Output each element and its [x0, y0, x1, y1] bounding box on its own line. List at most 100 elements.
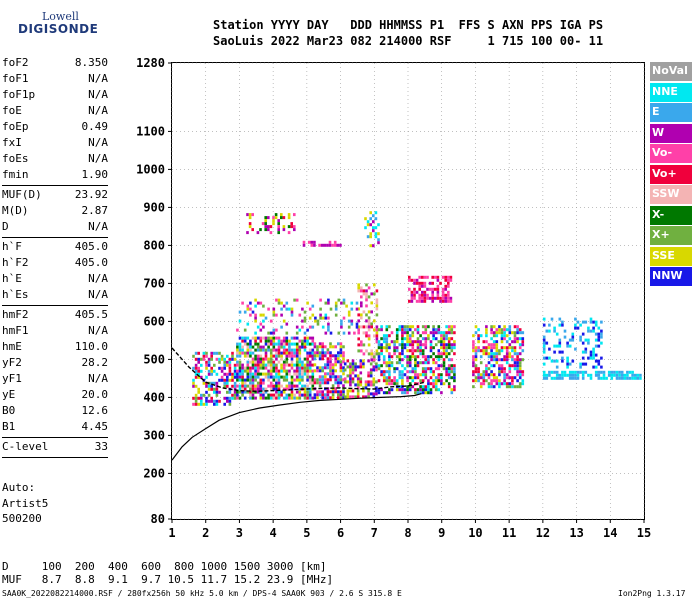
param-value: N/A	[88, 288, 108, 301]
echo-point	[262, 387, 265, 391]
echo-point	[346, 395, 350, 399]
echo-point	[233, 384, 237, 388]
echo-point	[343, 368, 347, 372]
param-name: foEp	[2, 120, 29, 133]
echo-point	[555, 376, 559, 380]
echo-point	[197, 372, 200, 376]
echo-point	[339, 363, 343, 367]
y-tick-label: 80	[151, 512, 165, 526]
echo-point	[246, 351, 250, 355]
echo-point	[282, 360, 286, 364]
echo-point	[419, 343, 422, 347]
echo-point	[256, 387, 260, 391]
echo-point	[442, 331, 446, 335]
echo-point	[280, 363, 283, 367]
echo-point	[194, 402, 198, 406]
echo-point	[259, 313, 263, 317]
echo-point	[432, 328, 435, 332]
echo-point	[295, 331, 299, 335]
echo-point	[269, 342, 273, 346]
echo-point	[403, 325, 407, 329]
echo-point	[254, 331, 257, 335]
echo-point	[479, 334, 483, 338]
echo-point	[505, 382, 509, 386]
echo-point	[339, 390, 343, 394]
true-height-profile	[171, 393, 422, 461]
echo-point	[313, 351, 317, 355]
echo-point	[418, 296, 421, 300]
echo-point	[403, 388, 407, 392]
echo-point	[337, 375, 340, 379]
echo-point	[581, 320, 585, 324]
echo-point	[492, 364, 496, 368]
echo-point	[369, 362, 373, 366]
echo-point	[453, 325, 456, 329]
echo-point	[308, 375, 312, 379]
echo-point	[272, 328, 276, 332]
echo-point	[441, 287, 445, 291]
echo-point	[251, 360, 255, 364]
echo-point	[492, 331, 496, 335]
echo-point	[215, 402, 219, 406]
echo-point	[416, 340, 420, 344]
echo-point	[408, 299, 411, 303]
echo-point	[375, 328, 379, 332]
echo-point	[553, 350, 556, 354]
echo-point	[367, 374, 370, 378]
echo-point	[342, 357, 345, 361]
echo-point	[249, 360, 252, 364]
echo-point	[280, 213, 283, 217]
echo-point	[600, 365, 603, 369]
echo-point	[424, 361, 428, 365]
echo-point	[377, 346, 381, 350]
echo-point	[373, 283, 376, 287]
echo-point	[311, 381, 315, 385]
echo-point	[275, 393, 278, 397]
y-tick-label: 500	[143, 352, 165, 366]
echo-point	[429, 370, 433, 374]
echo-point	[418, 275, 421, 279]
echo-point	[474, 331, 478, 335]
echo-point	[548, 373, 551, 377]
echo-point	[421, 388, 425, 392]
echo-point	[411, 325, 415, 329]
echo-point	[362, 310, 366, 314]
x-tick-label: 8	[404, 526, 411, 540]
echo-point	[313, 369, 317, 373]
echo-point	[508, 325, 512, 329]
echo-point	[415, 278, 419, 282]
param-value: 28.2	[81, 356, 109, 369]
echo-point	[365, 304, 368, 308]
echo-point	[301, 393, 304, 397]
echo-point	[377, 223, 380, 227]
echo-point	[306, 339, 309, 343]
echo-point	[424, 328, 428, 332]
echo-point	[406, 370, 409, 374]
echo-point	[385, 382, 389, 386]
echo-point	[367, 310, 371, 314]
echo-point	[207, 384, 211, 388]
echo-point	[500, 328, 504, 332]
echo-point	[233, 369, 237, 373]
echo-point	[295, 375, 299, 379]
echo-point	[249, 345, 252, 349]
echo-point	[288, 307, 291, 311]
echo-point	[249, 393, 252, 397]
echo-point	[370, 355, 373, 359]
echo-point	[269, 360, 273, 364]
echo-point	[380, 352, 383, 356]
echo-point	[427, 388, 430, 392]
echo-point	[228, 366, 232, 370]
echo-point	[349, 377, 352, 381]
echo-point	[440, 346, 443, 350]
echo-point	[354, 395, 357, 399]
echo-point	[321, 390, 324, 394]
echo-point	[238, 378, 242, 382]
echo-point	[285, 375, 289, 379]
echo-point	[587, 341, 590, 345]
echo-point	[432, 334, 435, 338]
echo-point	[249, 375, 252, 379]
echo-point	[316, 322, 320, 326]
echo-point	[592, 329, 595, 333]
param-value: 12.6	[81, 404, 109, 417]
